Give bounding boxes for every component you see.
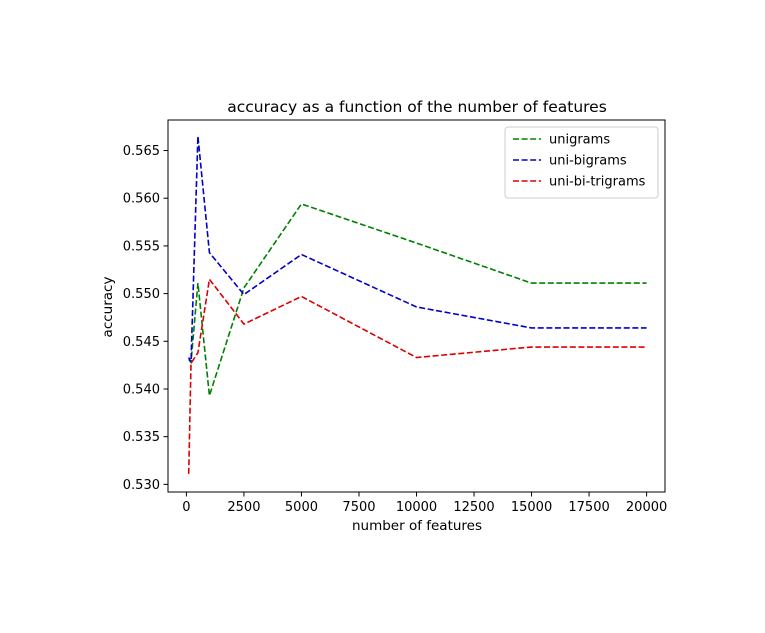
plot-area: 0 2500 5000 7500 10000 12500 15000 17500 20000 0.… xyxy=(123,119,667,515)
x-axis-label: number of features xyxy=(352,518,482,534)
legend-label-2: uni-bigrams xyxy=(549,154,627,169)
y-tick-label: 0.565 xyxy=(123,144,160,159)
x-tick-label: 17500 xyxy=(568,500,609,515)
y-tick-label: 0.545 xyxy=(123,335,160,350)
y-tick-label: 0.550 xyxy=(123,287,160,302)
x-tick-label: 2500 xyxy=(227,500,260,515)
x-tick-label: 12500 xyxy=(453,500,494,515)
y-axis-label: accuracy xyxy=(100,277,116,338)
legend: unigrams uni-bigrams uni-bi-trigrams xyxy=(504,126,659,199)
series-line-1 xyxy=(188,202,647,396)
series-line-3 xyxy=(187,277,647,474)
series-line-2 xyxy=(187,136,647,363)
y-tick-label: 0.560 xyxy=(123,192,160,207)
y-tick-label: 0.530 xyxy=(123,478,160,493)
y-tick-label: 0.555 xyxy=(123,239,160,254)
legend-box xyxy=(504,126,659,199)
x-tick-label: 20000 xyxy=(626,500,667,515)
legend-label-3: uni-bi-trigrams xyxy=(549,175,646,190)
y-tick-label: 0.540 xyxy=(123,382,160,397)
x-tick-label: 0 xyxy=(182,500,190,515)
x-tick-label: 10000 xyxy=(396,500,437,515)
chart-title: accuracy as a function of the number of … xyxy=(227,98,607,116)
x-tick-label: 7500 xyxy=(342,500,375,515)
x-tick-label: 15000 xyxy=(511,500,552,515)
y-tick-label: 0.535 xyxy=(123,430,160,445)
legend-label-1: unigrams xyxy=(549,133,610,148)
x-tick-label: 5000 xyxy=(285,500,318,515)
